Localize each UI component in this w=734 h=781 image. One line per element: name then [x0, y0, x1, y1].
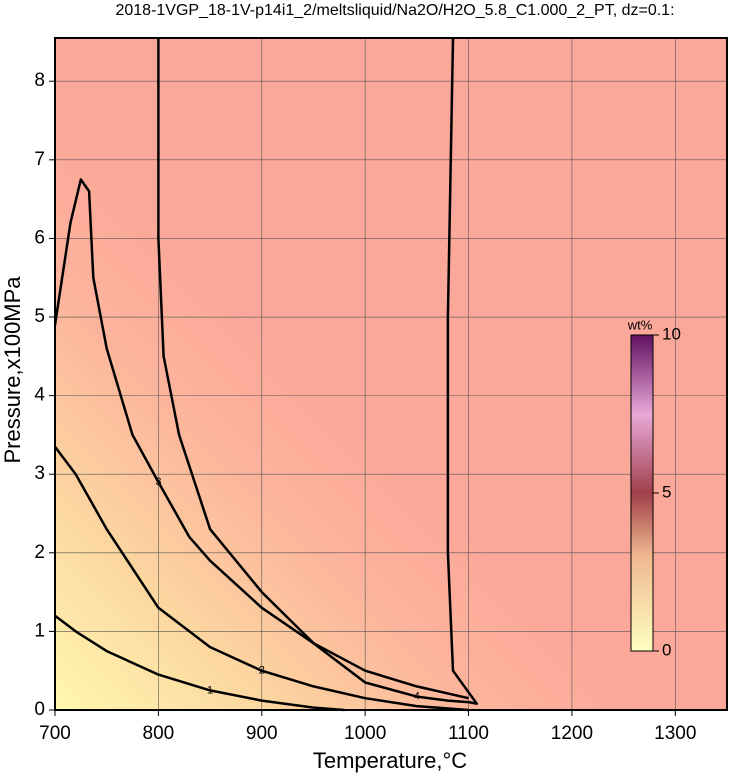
x-tick-label: 1100 [448, 723, 489, 744]
y-tick-label: 3 [34, 463, 45, 484]
colorbar-tick-label: 10 [662, 324, 681, 343]
contour-label: 1 [207, 684, 213, 696]
contour-label: 3 [155, 476, 161, 488]
y-tick-label: 1 [34, 620, 45, 641]
y-tick-label: 5 [34, 306, 45, 327]
x-tick-label: 1200 [551, 723, 593, 744]
plot-shade [55, 38, 727, 710]
x-axis-label: Temperature,°C [313, 748, 467, 773]
y-tick-label: 7 [34, 149, 45, 170]
x-tick-label: 1300 [654, 723, 696, 744]
contour-label: 4 [414, 691, 420, 703]
y-tick-label: 8 [34, 70, 45, 91]
plot-frame [54, 37, 728, 711]
y-tick-label: 4 [34, 385, 45, 406]
y-tick-label: 6 [34, 227, 45, 248]
contour-line [53, 178, 469, 700]
colorbar-tick-label: 0 [662, 640, 671, 659]
x-tick-label: 800 [143, 723, 175, 744]
contour-line [54, 614, 345, 712]
colorbar [630, 334, 654, 652]
contour-line [54, 445, 469, 712]
x-tick-label: 700 [39, 723, 71, 744]
y-tick-label: 0 [34, 699, 45, 720]
colorbar-label: wt% [627, 317, 653, 332]
y-axis-label: Pressure,x100MPa [0, 276, 25, 464]
colorbar-tick-label: 5 [662, 482, 671, 501]
contour-line [157, 37, 479, 705]
contour-label: 2 [259, 665, 265, 677]
x-tick-label: 1000 [344, 723, 386, 744]
y-tick-label: 2 [34, 542, 45, 563]
x-tick-label: 900 [246, 723, 278, 744]
chart-title: 2018-1VGP_18-1V-p14i1_2/meltsliquid/Na2O… [115, 2, 674, 19]
